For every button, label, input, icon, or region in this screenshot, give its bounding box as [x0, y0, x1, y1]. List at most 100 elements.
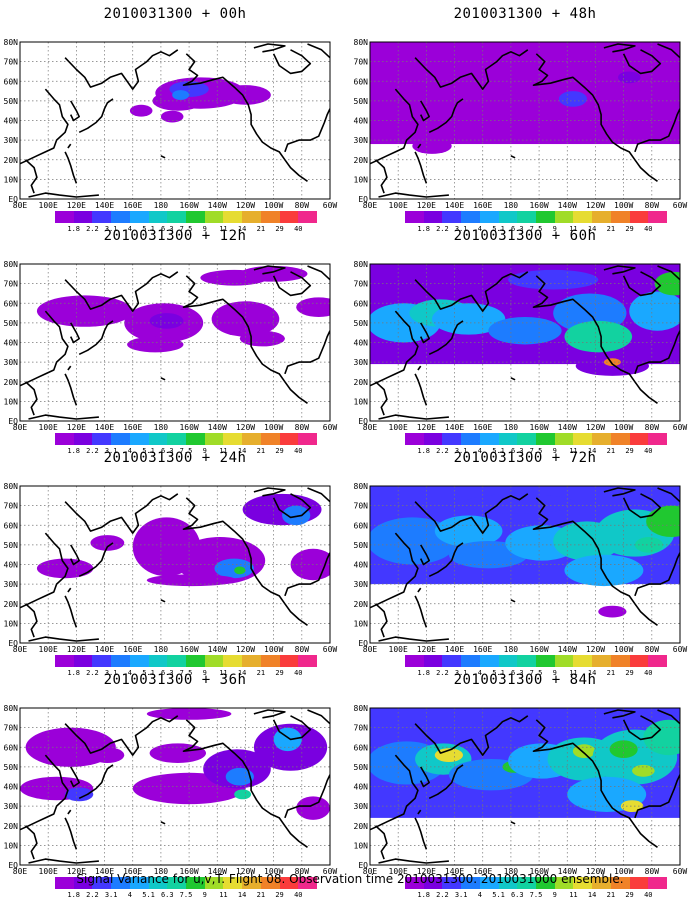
variance-contour [36, 558, 94, 579]
colorbar-swatch [279, 433, 299, 445]
colorbar-swatch [479, 655, 499, 667]
colorbar-label: 29 [625, 447, 634, 455]
lon-label: 160W [179, 201, 198, 210]
variance-contour [603, 358, 621, 367]
coastline [64, 817, 78, 850]
variance-contour [146, 574, 237, 587]
colorbar-swatch [610, 211, 630, 223]
colorbar-swatch [167, 433, 187, 445]
colorbar-label: 29 [275, 447, 284, 455]
variance-contour [149, 743, 206, 763]
lon-label: 120W [236, 201, 255, 210]
colorbar-label: 4 [127, 225, 132, 233]
lat-label: 80N [354, 482, 369, 491]
colorbar-swatch [55, 655, 74, 667]
variance-contour [629, 291, 680, 331]
map-panel: 2010031300 + 00h 80N 70N 60N 50N 40N 30N 20N 10N… [0, 0, 350, 233]
coastline [622, 715, 662, 741]
lon-label: 140W [558, 423, 577, 432]
lon-label: 100W [614, 423, 633, 432]
coastline [78, 764, 114, 800]
variance-contour [620, 800, 644, 813]
map-panel: 2010031300 + 48h 80N 70N 60N 50N 40N 30N 20N 10N… [350, 0, 700, 233]
colorbar [55, 433, 318, 445]
lon-label: 80E [13, 201, 28, 210]
lon-label: 60W [673, 423, 688, 432]
coastline [634, 774, 680, 819]
coastline [634, 108, 680, 153]
colorbar-swatch [573, 211, 593, 223]
lat-label: 50N [354, 763, 369, 772]
colorbar-swatch [223, 877, 243, 889]
variance-contour [412, 138, 452, 154]
coastline [78, 542, 114, 578]
lat-label: 40N [354, 339, 369, 348]
lat-label: EQ [8, 195, 18, 204]
coastline [370, 88, 419, 165]
colorbar-label: 9 [552, 891, 557, 899]
colorbar-label: 6.3 [510, 891, 524, 899]
colorbar-swatch [167, 655, 187, 667]
colorbar-swatch [405, 877, 424, 889]
variance-contour [90, 535, 125, 551]
lat-label: 50N [4, 97, 19, 106]
coastline [69, 100, 80, 122]
colorbar-swatch [279, 655, 299, 667]
colorbar-swatch [536, 877, 555, 889]
lon-label: 80W [645, 867, 660, 876]
colorbar-label: 40 [644, 225, 653, 233]
colorbar-swatch [279, 877, 299, 889]
variance-contour [558, 91, 587, 107]
lon-label: 140W [208, 645, 227, 654]
colorbar-label: 3.1 [454, 447, 468, 455]
colorbar-label: 14 [587, 669, 597, 677]
lat-label: 80N [4, 704, 19, 713]
lat-label: 30N [354, 580, 369, 589]
colorbar-swatch [461, 877, 480, 889]
coastline [64, 373, 78, 406]
panel-title: 2010031300 + 24h [103, 450, 247, 466]
lat-label: 30N [4, 580, 19, 589]
colorbar [55, 877, 318, 889]
colorbar-label: 3.1 [104, 669, 118, 677]
colorbar-label: 5.1 [492, 447, 505, 455]
coastline [28, 858, 99, 864]
variance-contour [149, 313, 184, 329]
colorbar-label: 3.1 [454, 669, 468, 677]
coastline [419, 766, 430, 788]
coastline [417, 143, 422, 149]
colorbar-label: 29 [275, 891, 284, 899]
coastline [307, 487, 330, 503]
colorbar-swatch [186, 211, 205, 223]
lat-label: EQ [8, 861, 18, 870]
colorbar-label: 14 [237, 225, 247, 233]
map-panel: 2010031300 + 12h 80N 70N 60N 50N 40N 30N 20N 10N… [0, 222, 350, 455]
coastline [67, 365, 72, 371]
coastline [28, 192, 99, 198]
lon-label: 160W [179, 645, 198, 654]
lat-label: EQ [358, 195, 368, 204]
lat-label: 80N [354, 38, 369, 47]
lat-label: 80N [4, 38, 19, 47]
lon-label: 80E [363, 201, 378, 210]
coastline [272, 271, 312, 297]
coastline [634, 552, 680, 597]
lon-label: 120E [67, 645, 86, 654]
lat-label: 60N [354, 743, 369, 752]
coastline [378, 858, 449, 864]
lon-label: 80E [363, 423, 378, 432]
coastline [532, 497, 658, 626]
colorbar-label: 21 [606, 225, 616, 233]
coastline [160, 599, 166, 603]
lon-label: 120W [586, 423, 605, 432]
colorbar-swatch [461, 655, 480, 667]
variance-contour [434, 515, 503, 547]
colorbar-label: 1.8 [417, 669, 431, 677]
coastline [414, 151, 428, 184]
lat-label: 10N [354, 397, 369, 406]
colorbar-label: 11 [569, 669, 578, 677]
lon-label: 160W [529, 423, 548, 432]
lat-label: 30N [4, 136, 19, 145]
coastline [375, 825, 388, 860]
colorbar-label: 3.1 [104, 225, 118, 233]
